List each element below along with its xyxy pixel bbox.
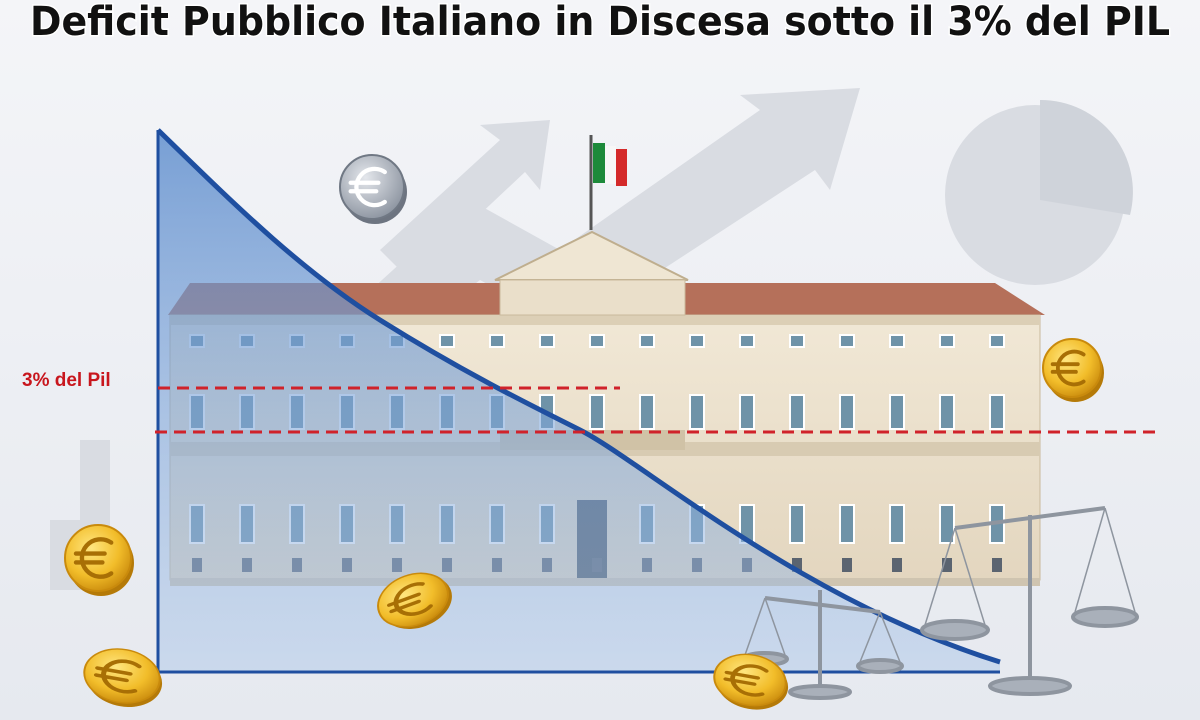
- coin-face: [1042, 338, 1102, 398]
- window: [789, 334, 805, 348]
- basement-window: [942, 558, 952, 572]
- window: [939, 334, 955, 348]
- coins: [64, 154, 1104, 710]
- coin-face: [64, 524, 132, 592]
- basement-window: [842, 558, 852, 572]
- window: [889, 334, 905, 348]
- window: [789, 394, 805, 430]
- window: [639, 334, 655, 348]
- euro-symbol: [386, 582, 433, 616]
- coin: [339, 154, 407, 224]
- window: [639, 394, 655, 430]
- window: [839, 394, 855, 430]
- window: [939, 394, 955, 430]
- window: [939, 504, 955, 544]
- window: [889, 504, 905, 544]
- window: [689, 394, 705, 430]
- coin: [377, 572, 452, 629]
- euro-symbol: [348, 166, 387, 208]
- euro-symbol: [1050, 349, 1086, 387]
- window: [589, 394, 605, 430]
- coin-face: [83, 648, 161, 704]
- coin-face: [713, 653, 787, 707]
- window: [989, 394, 1005, 430]
- basement-window: [792, 558, 802, 572]
- coin-face: [339, 154, 405, 220]
- euro-symbol: [93, 659, 142, 694]
- coin: [64, 524, 134, 596]
- coin-face: [377, 572, 449, 628]
- window: [839, 504, 855, 544]
- bg-decor: [50, 88, 1133, 590]
- window: [689, 334, 705, 348]
- coin: [713, 653, 789, 710]
- window: [589, 334, 605, 348]
- trend-line: [156, 128, 1001, 665]
- window: [989, 334, 1005, 348]
- flag: [589, 135, 627, 230]
- euro-symbol: [723, 664, 769, 697]
- window: [839, 334, 855, 348]
- window: [789, 504, 805, 544]
- euro-symbol: [73, 537, 114, 579]
- basement-window: [892, 558, 902, 572]
- threshold-label: 3% del Pil: [22, 370, 111, 391]
- area-fill: [158, 130, 1000, 672]
- window: [739, 394, 755, 430]
- coin: [1042, 338, 1104, 402]
- coin: [83, 648, 163, 707]
- window: [489, 334, 505, 348]
- window: [539, 334, 555, 348]
- window: [739, 334, 755, 348]
- basement-window: [992, 558, 1002, 572]
- window: [439, 334, 455, 348]
- title: Deficit Pubblico Italiano in Discesa sot…: [30, 0, 1170, 45]
- window: [889, 394, 905, 430]
- scales: [741, 506, 1139, 700]
